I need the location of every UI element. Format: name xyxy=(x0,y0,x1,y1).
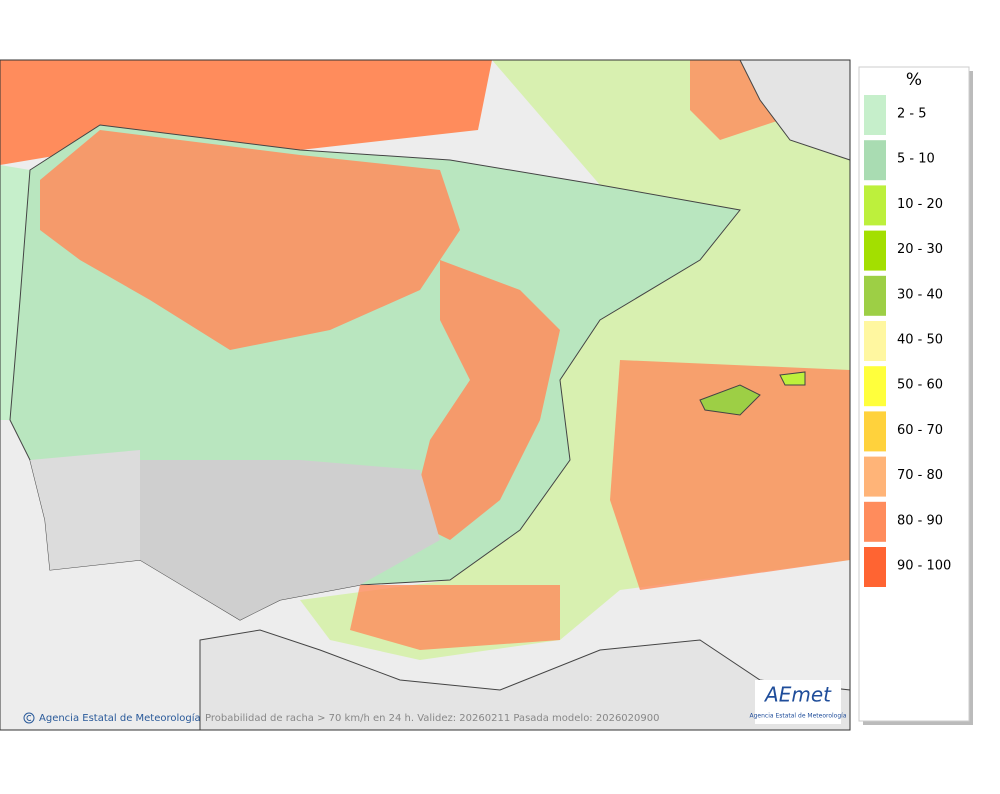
map: Agencia Estatal de Meteorología Probabil… xyxy=(0,59,851,731)
legend-label: 10 - 20 xyxy=(897,197,943,212)
legend-label: 5 - 10 xyxy=(897,152,935,167)
legend-title: % xyxy=(906,70,922,90)
legend-swatch xyxy=(864,275,886,316)
legend-swatch xyxy=(864,95,886,135)
legend-swatch xyxy=(864,547,886,587)
map-frame xyxy=(0,59,851,731)
risk-area xyxy=(40,130,460,350)
legend-swatch xyxy=(864,185,886,226)
legend-swatch xyxy=(864,366,886,407)
land-south xyxy=(140,460,440,620)
legend-swatch xyxy=(864,321,886,361)
legend-swatch xyxy=(864,230,886,271)
risk-area xyxy=(610,360,850,590)
sea-area xyxy=(0,165,30,420)
risk-area xyxy=(410,260,560,540)
legend-label: 2 - 5 xyxy=(897,107,927,122)
legend-label: 80 - 90 xyxy=(897,513,943,528)
caption: Probabilidad de racha > 70 km/h en 24 h.… xyxy=(205,713,659,724)
island xyxy=(779,371,806,386)
copyright-icon xyxy=(23,712,35,724)
logo-text: AEmet xyxy=(763,683,832,707)
legend-label: 70 - 80 xyxy=(897,468,943,483)
legend-label: 60 - 70 xyxy=(897,423,943,438)
legend-label: 30 - 40 xyxy=(897,287,943,302)
legend-label: 50 - 60 xyxy=(897,378,943,393)
legend-swatch xyxy=(864,456,886,497)
legend-label: 40 - 50 xyxy=(897,333,943,348)
legend-label: 20 - 30 xyxy=(897,242,943,257)
island xyxy=(699,384,761,416)
copyright-icon xyxy=(26,715,32,721)
credit: Agencia Estatal de Meteorología xyxy=(39,712,201,724)
legend-swatch xyxy=(864,501,886,542)
legend: % 2 - 5 5 - 10 10 - 20 20 - 30 30 - 40 40 - 5… xyxy=(858,66,973,725)
legend-swatch xyxy=(864,140,886,181)
risk-area xyxy=(350,585,560,650)
logo-subtitle: Agencia Estatal de Meteorología xyxy=(750,713,847,720)
legend-label: 90 - 100 xyxy=(897,559,951,574)
land-portugal xyxy=(30,450,140,570)
legend-swatch xyxy=(864,411,886,452)
logo-box xyxy=(755,680,841,724)
